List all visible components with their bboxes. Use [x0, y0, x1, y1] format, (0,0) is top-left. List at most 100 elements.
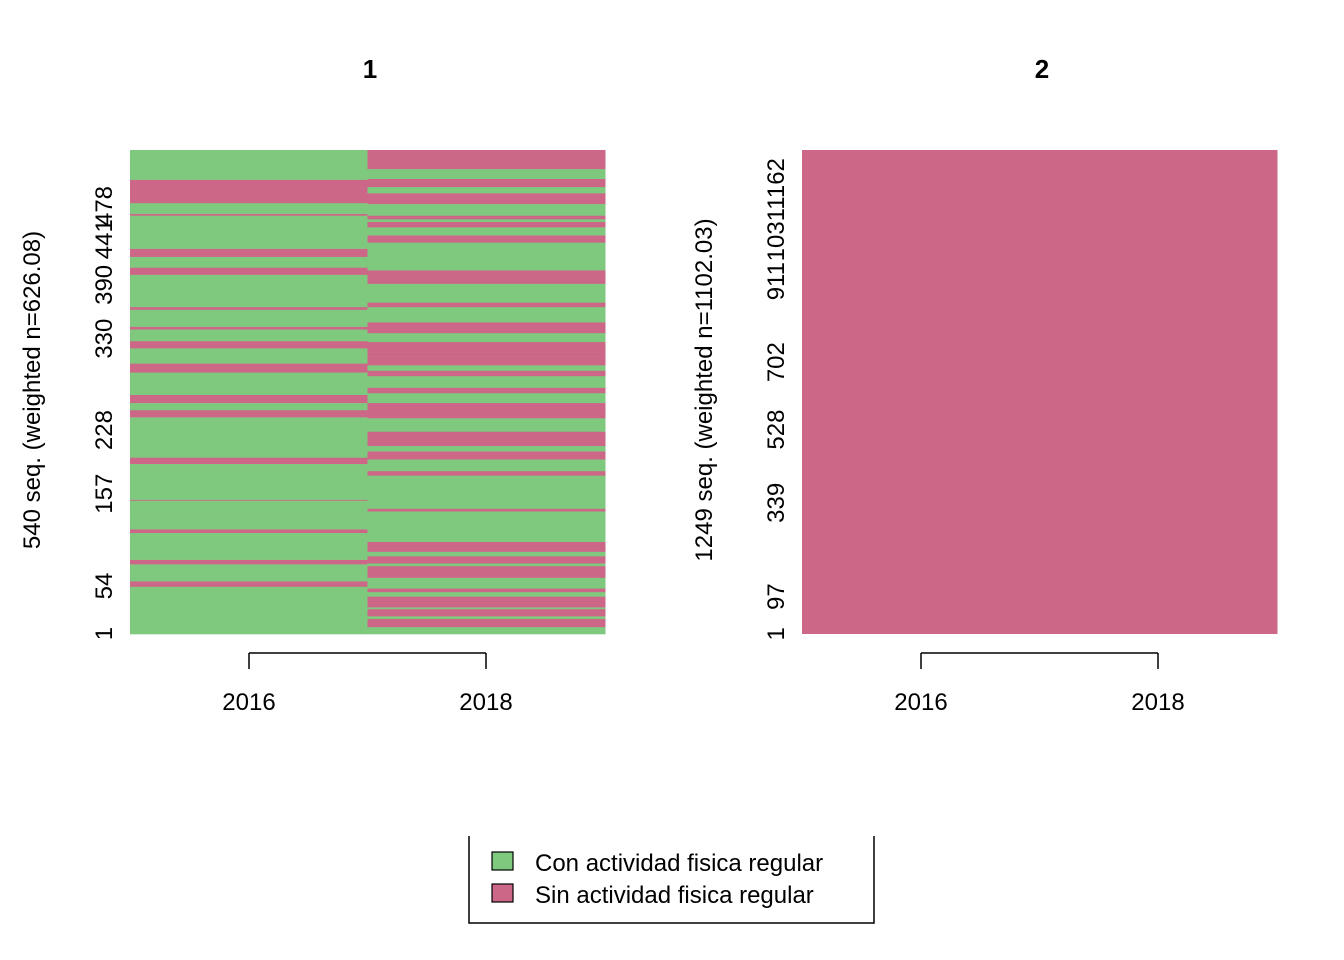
y-tick-label-1: 1 — [763, 627, 790, 640]
sequence-run-2016 — [130, 417, 368, 425]
sequence-run-2016 — [130, 394, 368, 404]
sequence-run-2016 — [130, 510, 368, 517]
y-tick-label-1: 1 — [91, 627, 118, 640]
y-tick-label-228: 228 — [91, 410, 118, 450]
sequence-run-2018 — [367, 203, 606, 211]
sequence-run-2016 — [130, 316, 368, 327]
sequence-run-2016 — [130, 499, 368, 501]
sequence-run-2016 — [130, 466, 368, 476]
sequence-run-2016 — [130, 532, 368, 543]
sequence-run-2018 — [367, 588, 606, 593]
sequence-run-2018 — [367, 402, 606, 411]
sequence-run-2018 — [367, 324, 606, 334]
sequence-run-2018 — [367, 292, 606, 303]
sequence-run-2016 — [130, 267, 368, 275]
sequence-run-2016 — [130, 153, 368, 160]
panel-1-x-tick-label-2016: 2016 — [222, 689, 275, 716]
sequence-run-2016 — [130, 417, 368, 419]
sequence-run-2016 — [130, 340, 368, 349]
sequence-run-2016 — [130, 150, 368, 154]
y-tick-label-702: 702 — [763, 342, 790, 382]
sequence-run-2018 — [367, 193, 606, 196]
sequence-column-2016 — [802, 150, 1040, 634]
y-tick-label-330: 330 — [91, 319, 118, 359]
sequence-run-2018 — [367, 451, 606, 459]
sequence-run-2016 — [130, 227, 368, 239]
sequence-run-2016 — [130, 329, 368, 341]
sequence-run-2018 — [367, 352, 606, 354]
sequence-run-2016 — [130, 529, 368, 534]
sequence-run-2018 — [367, 470, 606, 476]
legend-box — [468, 836, 875, 924]
sequence-run-2016 — [130, 559, 368, 565]
legend-swatch-con-actividad — [491, 851, 514, 871]
sequence-run-2016 — [130, 158, 368, 170]
panel-1-x-axis: 2016 2018 — [222, 652, 513, 716]
sequence-run-2018 — [367, 274, 606, 283]
sequence-run-2016 — [130, 213, 368, 216]
sequence-run-2018 — [367, 459, 606, 472]
sequence-run-2018 — [367, 172, 606, 179]
sequence-run-2018 — [367, 227, 606, 236]
sequence-run-2018 — [367, 253, 606, 263]
sequence-run-2018 — [367, 178, 606, 188]
y-tick-label-528: 528 — [763, 410, 790, 450]
sequence-run-2016 — [130, 340, 368, 342]
sequence-run-2018 — [367, 160, 606, 170]
sequence-run-2016 — [130, 309, 368, 313]
sequence-run-2016 — [130, 409, 368, 418]
sequence-run-2018 — [367, 475, 606, 485]
sequence-run-2016 — [130, 193, 368, 195]
sequence-run-2016 — [130, 586, 368, 600]
panel-1-sequence-area — [130, 150, 606, 635]
sequence-run-2018 — [367, 215, 606, 220]
sequence-run-2018 — [367, 186, 606, 194]
sequence-run-2018 — [367, 530, 606, 542]
sequence-run-2018 — [367, 151, 606, 154]
sequence-run-2018 — [367, 225, 606, 228]
y-tick-label-390: 390 — [91, 265, 118, 305]
sequence-run-2016 — [130, 622, 368, 635]
sequence-run-2018 — [367, 484, 606, 492]
sequence-run-2018 — [367, 622, 606, 628]
y-tick-label-97: 97 — [763, 583, 790, 610]
sequence-run-2018 — [367, 517, 606, 531]
sequence-run-2018 — [367, 341, 606, 351]
sequence-run-2016 — [130, 312, 368, 318]
sequence-run-2018 — [367, 349, 606, 353]
sequence-run-2016 — [130, 573, 368, 582]
sequence-run-2018 — [367, 322, 606, 326]
sequence-run-2018 — [367, 606, 606, 608]
panel-2-sequence-area — [802, 150, 1278, 634]
sequence-run-2018 — [367, 221, 606, 226]
sequence-run-2016 — [130, 542, 368, 550]
sequence-run-2016 — [130, 599, 368, 611]
sequence-run-2016 — [130, 599, 368, 601]
sequence-run-2016 — [130, 378, 368, 390]
sequence-run-2016 — [130, 444, 368, 458]
sequence-run-2016 — [130, 457, 368, 465]
y-tick-label-441: 441 — [91, 219, 118, 259]
sequence-run-2018 — [367, 618, 606, 622]
sequence-run-2018 — [367, 281, 606, 284]
sequence-run-2016 — [130, 479, 368, 489]
sequence-column-2018 — [1039, 150, 1278, 634]
sequence-run-2016 — [130, 424, 368, 431]
sequence-run-2016 — [130, 548, 368, 560]
sequence-run-2016 — [130, 348, 368, 352]
sequence-run-2018 — [367, 571, 606, 578]
sequence-run-2018 — [367, 511, 606, 518]
sequence-run-2016 — [130, 516, 368, 530]
sequence-run-2018 — [367, 199, 606, 201]
sequence-run-2018 — [367, 353, 606, 357]
sequence-run-2016 — [130, 402, 368, 411]
sequence-run-2018 — [367, 600, 606, 605]
sequence-run-2018 — [367, 268, 606, 271]
sequence-run-2018 — [367, 150, 606, 153]
panel-2-x-tick-label-2016: 2016 — [894, 689, 947, 716]
sequence-run-2016 — [130, 389, 368, 395]
legend-swatch-sin-actividad — [491, 883, 514, 903]
sequence-run-2018 — [367, 219, 606, 223]
